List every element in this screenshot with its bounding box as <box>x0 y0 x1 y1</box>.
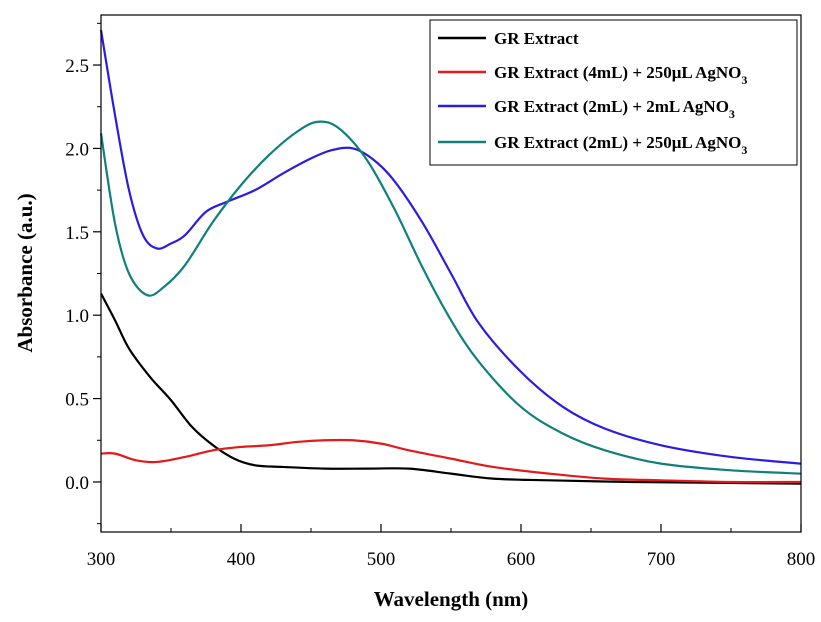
legend-label-2: GR Extract (4mL) + 250μL AgNO3 <box>494 63 747 87</box>
y-tick-label: 2.5 <box>65 56 89 77</box>
x-axis-title: Wavelength (nm) <box>374 587 529 611</box>
x-tick-label: 600 <box>507 549 536 570</box>
x-tick-label: 800 <box>787 549 816 570</box>
plot-lines <box>99 29 802 485</box>
y-tick-label: 2.0 <box>65 139 89 160</box>
legend-label-4: GR Extract (2mL) + 250μL AgNO3 <box>494 133 747 157</box>
legend: GR Extract GR Extract (4mL) + 250μL AgNO3… <box>429 19 798 166</box>
x-tick-label: 300 <box>87 549 116 570</box>
series-line-2 <box>100 438 802 484</box>
x-tick-label: 700 <box>647 549 676 570</box>
series-line-1 <box>100 292 802 485</box>
legend-label-3: GR Extract (2mL) + 2mL AgNO3 <box>494 97 735 121</box>
y-tick-label: 0.5 <box>65 390 89 411</box>
y-axis-title: Absorbance (a.u.) <box>13 193 37 352</box>
y-tick-label: 1.0 <box>65 306 89 327</box>
x-tick-label: 400 <box>227 549 256 570</box>
y-axis-ticks: 0.0 0.5 1.0 1.5 2.0 2.5 <box>65 22 101 525</box>
legend-label-1: GR Extract <box>494 29 579 48</box>
x-tick-label: 500 <box>367 549 396 570</box>
legend-box <box>429 19 798 166</box>
y-tick-label: 1.5 <box>65 223 89 244</box>
series-line-4 <box>99 120 802 475</box>
y-tick-label: 0.0 <box>65 473 89 494</box>
series-line-3 <box>99 29 802 465</box>
x-axis-ticks: 300 400 500 600 700 800 <box>87 524 816 570</box>
